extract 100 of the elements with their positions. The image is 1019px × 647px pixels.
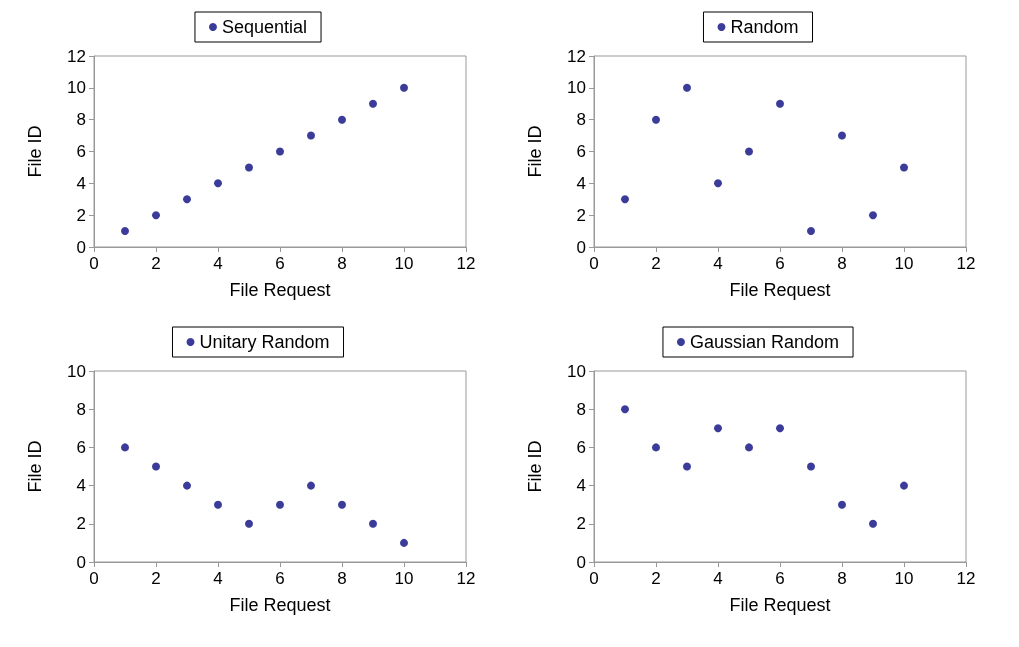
x-tick-label: 10: [894, 254, 914, 273]
y-tick-label: 12: [567, 46, 586, 66]
y-tick-label: 10: [567, 361, 586, 381]
x-tick-label: 2: [151, 569, 161, 588]
point: [338, 115, 346, 124]
point: [621, 405, 629, 414]
y-tick-label: 0: [76, 237, 86, 257]
legend-label: Random: [730, 17, 799, 37]
y-axis-title: File ID: [525, 440, 545, 493]
x-tick-label: 8: [337, 569, 347, 588]
point: [745, 147, 753, 156]
x-axis-title: File Request: [229, 280, 331, 300]
x-axis-title: File Request: [729, 595, 831, 615]
x-tick-label: 0: [89, 254, 99, 273]
point: [369, 99, 377, 108]
x-tick-label: 2: [651, 569, 661, 588]
point: [152, 462, 160, 471]
point: [307, 481, 315, 490]
point: [121, 227, 129, 236]
point: [214, 179, 222, 188]
point: [745, 443, 753, 452]
y-tick-label: 0: [576, 552, 586, 572]
point: [276, 500, 284, 509]
y-tick-label: 12: [67, 46, 86, 66]
point: [900, 481, 908, 490]
x-tick-label: 6: [275, 254, 285, 273]
y-tick-label: 6: [76, 437, 86, 457]
x-tick-label: 8: [837, 254, 847, 273]
x-tick-label: 4: [213, 254, 223, 273]
point: [869, 211, 877, 220]
point: [183, 481, 191, 490]
point: [338, 500, 346, 509]
x-tick-label: 6: [775, 254, 785, 273]
point: [245, 163, 253, 172]
legend-label: Unitary Random: [199, 332, 330, 352]
point: [683, 83, 691, 92]
point: [400, 83, 408, 92]
point: [652, 443, 660, 452]
y-tick-label: 8: [76, 399, 86, 419]
x-tick-label: 12: [956, 569, 976, 588]
y-tick-label: 0: [576, 237, 586, 257]
x-tick-label: 2: [151, 254, 161, 273]
y-axis-title: File ID: [25, 125, 45, 178]
x-tick-label: 2: [651, 254, 661, 273]
point: [900, 163, 908, 172]
point: [369, 519, 377, 528]
legend-label: Gaussian Random: [689, 332, 840, 352]
point: [121, 443, 129, 452]
x-tick-label: 4: [213, 569, 223, 588]
y-tick-label: 0: [76, 552, 86, 572]
y-tick-label: 2: [576, 514, 586, 534]
x-tick-label: 4: [713, 569, 723, 588]
y-tick-label: 4: [76, 173, 86, 193]
y-tick-label: 10: [567, 78, 586, 98]
y-tick-label: 8: [76, 110, 86, 130]
y-tick-label: 8: [576, 399, 586, 419]
y-tick-label: 2: [76, 205, 86, 225]
point: [776, 99, 784, 108]
x-tick-label: 12: [456, 254, 476, 273]
x-tick-label: 0: [589, 569, 599, 588]
point: [807, 462, 815, 471]
y-tick-label: 4: [76, 476, 86, 496]
y-tick-label: 10: [67, 361, 86, 381]
point: [621, 195, 629, 204]
y-tick-label: 2: [76, 514, 86, 534]
x-tick-label: 8: [837, 569, 847, 588]
legend-label: Sequential: [221, 17, 308, 37]
y-tick-label: 6: [576, 437, 586, 457]
y-axis-title: File ID: [525, 125, 545, 178]
point: [183, 195, 191, 204]
point: [807, 227, 815, 236]
y-tick-label: 4: [576, 173, 586, 193]
point: [276, 147, 284, 156]
point: [776, 424, 784, 433]
y-tick-label: 6: [76, 142, 86, 161]
x-tick-label: 4: [713, 254, 723, 273]
point: [714, 424, 722, 433]
x-tick-label: 10: [394, 254, 414, 273]
point: [714, 179, 722, 188]
y-tick-label: 8: [576, 110, 586, 130]
y-tick-label: 2: [576, 205, 586, 225]
y-tick-label: 6: [576, 142, 586, 161]
point: [214, 500, 222, 509]
point: [152, 211, 160, 220]
point: [245, 519, 253, 528]
x-axis-title: File Request: [729, 280, 831, 300]
y-axis-title: File ID: [25, 440, 45, 493]
x-tick-label: 10: [394, 569, 414, 588]
point: [400, 538, 408, 547]
y-tick-label: 10: [67, 78, 86, 98]
point: [838, 131, 846, 140]
point: [838, 500, 846, 509]
y-tick-label: 4: [576, 476, 586, 496]
point: [683, 462, 691, 471]
point: [652, 115, 660, 124]
x-tick-label: 0: [89, 569, 99, 588]
x-tick-label: 10: [894, 569, 914, 588]
x-tick-label: 12: [956, 254, 976, 273]
point: [869, 519, 877, 528]
x-tick-label: 6: [275, 569, 285, 588]
